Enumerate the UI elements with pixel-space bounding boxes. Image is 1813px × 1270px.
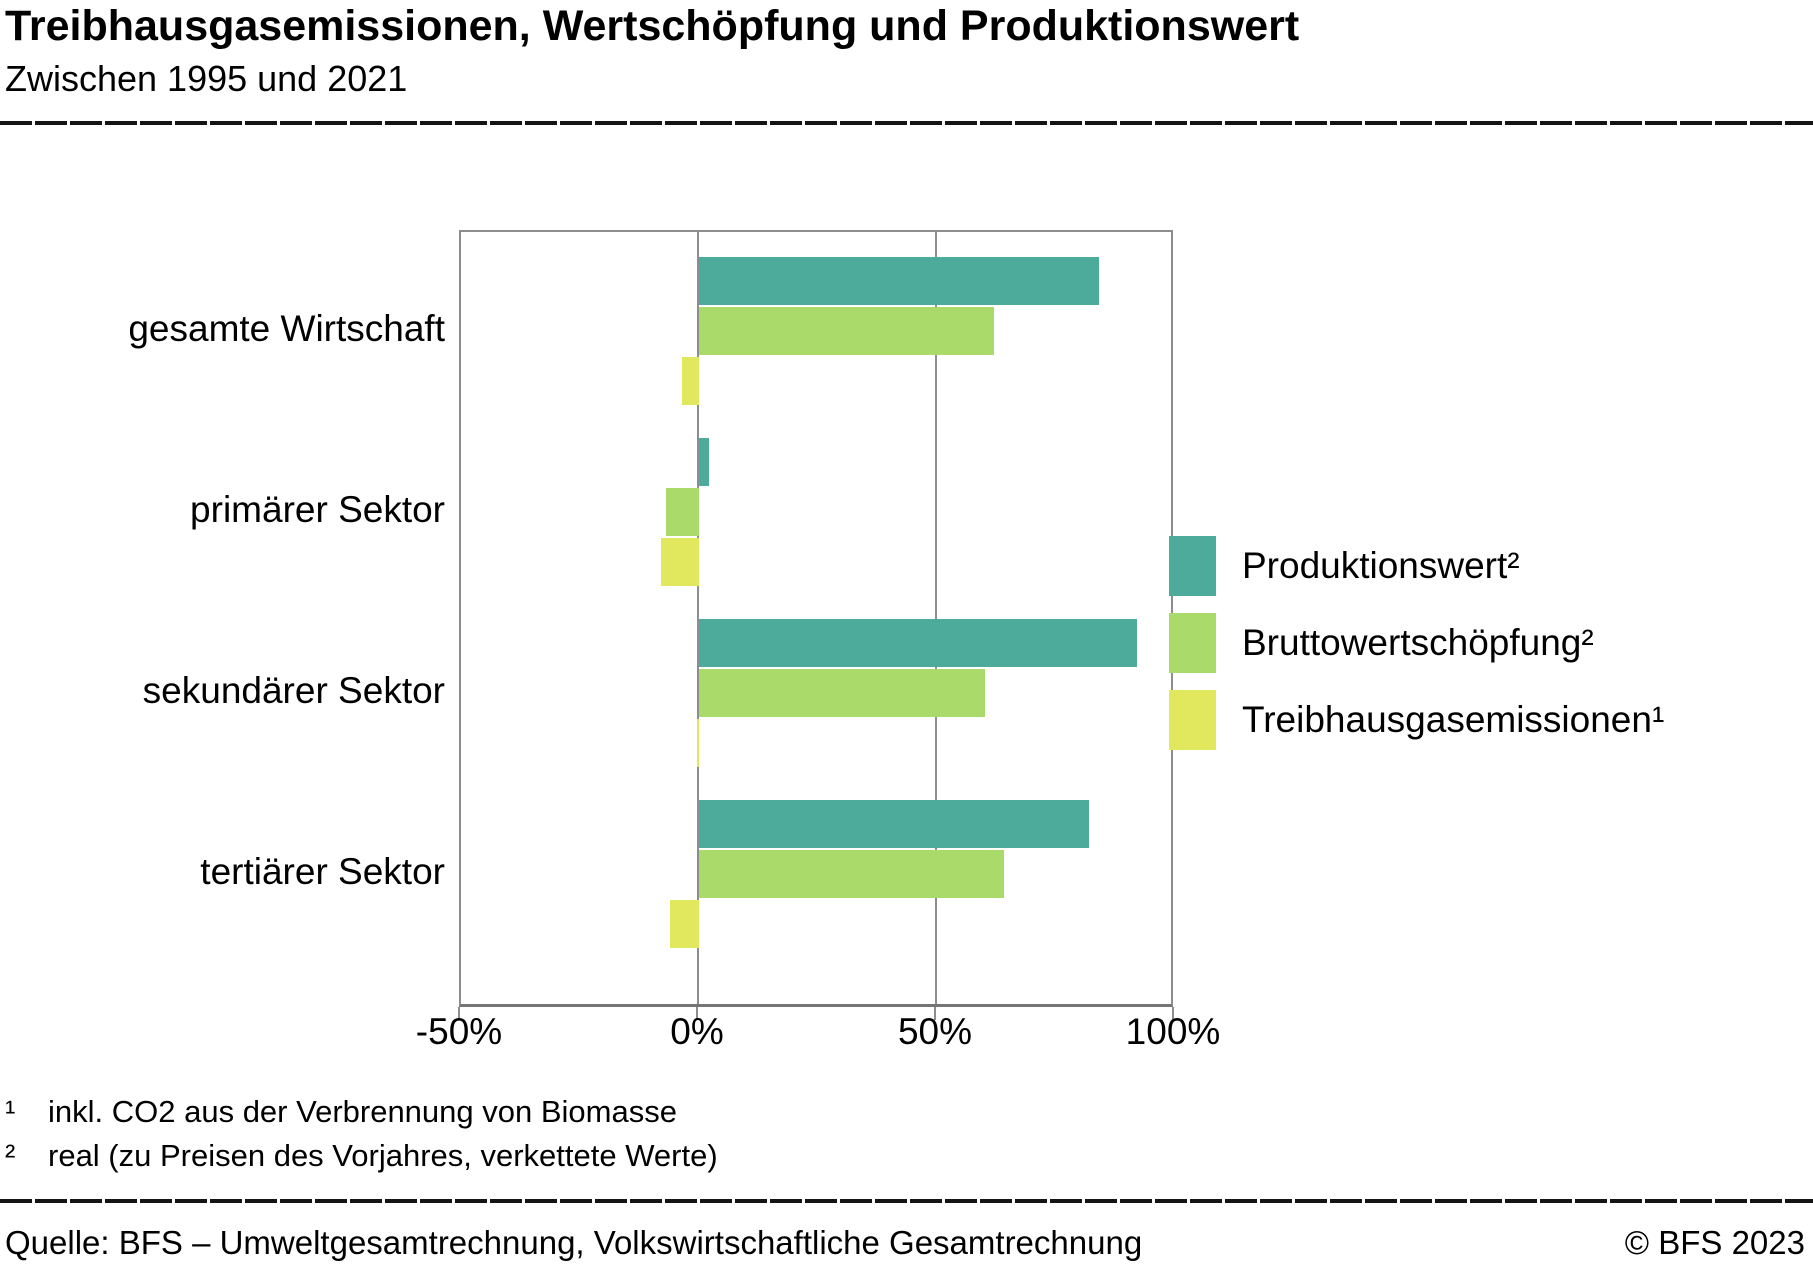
copyright-text: © BFS 2023	[1624, 1224, 1805, 1261]
x-tick--50	[458, 1007, 460, 1020]
gridline-0	[697, 232, 699, 1004]
legend-swatch-bruttowertschoepfung	[1169, 613, 1216, 673]
category-label-sekundaerersektor: sekundärer Sektor	[142, 670, 445, 711]
bar-treibhausgasemissionen-sekundaerersektor	[696, 719, 699, 767]
x-tick-label--50: -50%	[415, 1011, 503, 1052]
footnote-1: ¹ inkl. CO2 aus der Verbrennung von Biom…	[5, 1094, 677, 1130]
legend-item-treibhausgasemissionen: Treibhausgasemissionen¹	[1169, 690, 1664, 750]
page-subtitle: Zwischen 1995 und 2021	[5, 58, 408, 99]
bar-produktionswert-sekundaerersektor	[699, 619, 1137, 667]
legend-label-treibhausgasemissionen: Treibhausgasemissionen¹	[1242, 699, 1665, 740]
legend-item-produktionswert: Produktionswert²	[1169, 536, 1664, 596]
category-label-gesamtewirtschaft: gesamte Wirtschaft	[128, 308, 445, 349]
bar-produktionswert-primaerersektor	[699, 438, 709, 486]
legend-swatch-produktionswert	[1169, 536, 1216, 596]
gridline-50	[935, 232, 937, 1004]
footnote-2-marker: ²	[5, 1138, 16, 1173]
x-tick-label-100: 100%	[1125, 1011, 1221, 1052]
bar-produktionswert-tertiaerersektor	[699, 800, 1090, 848]
plot-area	[459, 230, 1173, 1007]
x-tick-label-0: 0%	[670, 1011, 724, 1052]
footnote-2-text: real (zu Preisen des Vorjahres, verkette…	[48, 1138, 718, 1173]
page-title: Treibhausgasemissionen, Wertschöpfung un…	[5, 2, 1300, 50]
header-divider	[0, 121, 1813, 125]
x-tick-0	[696, 1007, 698, 1020]
bar-treibhausgasemissionen-tertiaerersektor	[670, 900, 699, 948]
bar-treibhausgasemissionen-primaerersektor	[660, 538, 699, 586]
x-tick-50	[934, 1007, 936, 1020]
category-label-tertiaerersektor: tertiärer Sektor	[200, 851, 445, 892]
x-tick-100	[1172, 1007, 1174, 1020]
bar-bruttowertschoepfung-tertiaerersektor	[699, 850, 1004, 898]
footnote-1-marker: ¹	[5, 1094, 16, 1129]
bar-produktionswert-gesamtewirtschaft	[699, 257, 1099, 305]
bar-bruttowertschoepfung-sekundaerersektor	[699, 669, 985, 717]
footnote-1-text: inkl. CO2 aus der Verbrennung von Biomas…	[48, 1094, 677, 1129]
bar-treibhausgasemissionen-gesamtewirtschaft	[682, 357, 699, 405]
bar-bruttowertschoepfung-gesamtewirtschaft	[699, 307, 995, 355]
footer-divider	[0, 1199, 1813, 1203]
legend-label-bruttowertschoepfung: Bruttowertschöpfung²	[1242, 622, 1594, 663]
footnote-2: ² real (zu Preisen des Vorjahres, verket…	[5, 1138, 718, 1174]
x-tick-label-50: 50%	[897, 1011, 973, 1052]
source-text: Quelle: BFS – Umweltgesamtrechnung, Volk…	[5, 1224, 1143, 1261]
legend-item-bruttowertschoepfung: Bruttowertschöpfung²	[1169, 613, 1664, 673]
chart-legend: Produktionswert² Bruttowertschöpfung² Trei…	[1169, 536, 1664, 767]
bar-bruttowertschoepfung-primaerersektor	[665, 488, 699, 536]
legend-swatch-treibhausgasemissionen	[1169, 690, 1216, 750]
category-label-primaerersektor: primärer Sektor	[190, 489, 445, 530]
legend-label-produktionswert: Produktionswert²	[1242, 545, 1520, 586]
